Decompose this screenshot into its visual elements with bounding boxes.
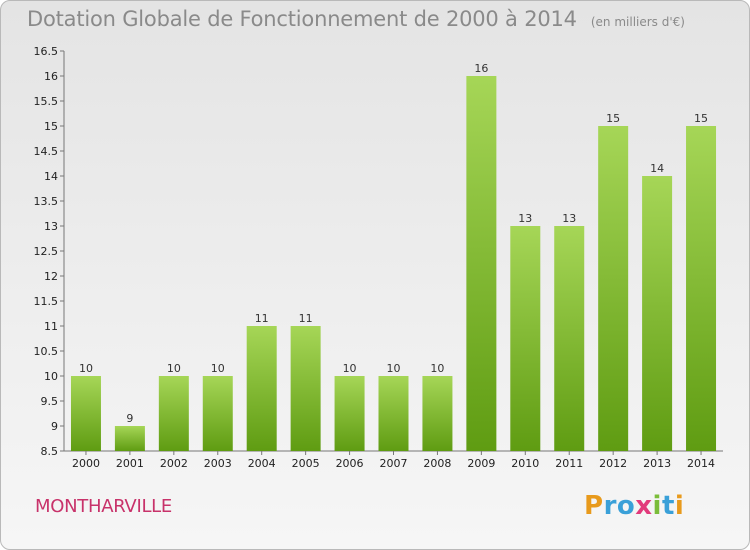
logo-letter: x	[635, 491, 653, 521]
y-tick-label: 16.5	[34, 45, 59, 58]
bar-2014	[686, 126, 717, 451]
bar-value-label: 11	[299, 312, 313, 325]
x-tick-label: 2000	[72, 457, 100, 470]
bar-value-label: 15	[694, 112, 708, 125]
x-tick-label: 2013	[643, 457, 671, 470]
x-tick-label: 2014	[687, 457, 715, 470]
logo-letter: i	[652, 491, 662, 521]
bar-2013	[642, 176, 673, 451]
y-tick-label: 10.5	[34, 345, 59, 358]
bar-2007	[378, 376, 409, 451]
bar-value-label: 10	[167, 362, 181, 375]
bar-value-label: 11	[255, 312, 269, 325]
bar-value-label: 14	[650, 162, 664, 175]
logo-letter: i	[674, 491, 685, 521]
x-tick-label: 2010	[511, 457, 539, 470]
x-tick-label: 2004	[248, 457, 276, 470]
y-tick-label: 13	[44, 220, 58, 233]
bar-2012	[598, 126, 629, 451]
bar-value-label: 13	[562, 212, 576, 225]
bar-value-label: 15	[606, 112, 620, 125]
y-tick-label: 14.5	[34, 145, 59, 158]
y-tick-label: 11	[44, 320, 58, 333]
bar-value-label: 10	[211, 362, 225, 375]
bar-2005	[290, 326, 321, 451]
commune-name: MONTHARVILLE	[35, 496, 172, 517]
x-tick-label: 2008	[423, 457, 451, 470]
y-tick-label: 9.5	[41, 395, 59, 408]
y-tick-label: 12	[44, 270, 58, 283]
x-tick-label: 2005	[292, 457, 320, 470]
logo-letter: t	[661, 491, 675, 521]
y-tick-label: 11.5	[34, 295, 59, 308]
x-tick-label: 2007	[380, 457, 408, 470]
bar-value-label: 9	[126, 412, 133, 425]
bar-value-label: 10	[343, 362, 357, 375]
x-tick-label: 2009	[467, 457, 495, 470]
bar-value-label: 10	[387, 362, 401, 375]
bar-2003	[202, 376, 233, 451]
bar-value-label: 10	[430, 362, 444, 375]
logo-letter: r	[603, 491, 617, 521]
bar-2009	[466, 76, 497, 451]
x-tick-label: 2002	[160, 457, 188, 470]
logo-letter: o	[616, 491, 636, 521]
bar-value-label: 16	[474, 62, 488, 75]
y-tick-label: 13.5	[34, 195, 59, 208]
bar-2006	[334, 376, 365, 451]
bar-2001	[114, 426, 145, 451]
x-tick-label: 2001	[116, 457, 144, 470]
proxiti-logo: Proxiti	[584, 491, 684, 521]
bar-2008	[422, 376, 453, 451]
x-tick-label: 2003	[204, 457, 232, 470]
logo-letter: P	[584, 491, 604, 521]
y-tick-label: 8.5	[41, 445, 59, 458]
bar-value-label: 13	[518, 212, 532, 225]
y-tick-label: 9	[51, 420, 58, 433]
y-tick-label: 12.5	[34, 245, 59, 258]
bar-2000	[70, 376, 101, 451]
y-tick-label: 15.5	[34, 95, 59, 108]
y-tick-label: 15	[44, 120, 58, 133]
x-tick-label: 2011	[555, 457, 583, 470]
bar-2011	[554, 226, 585, 451]
bar-2004	[246, 326, 277, 451]
y-tick-label: 16	[44, 70, 58, 83]
chart-title: Dotation Globale de Fonctionnement de 20…	[27, 7, 685, 31]
chart-unit: (en milliers d'€)	[590, 15, 685, 29]
x-tick-label: 2006	[336, 457, 364, 470]
x-tick-label: 2012	[599, 457, 627, 470]
y-tick-label: 10	[44, 370, 58, 383]
y-tick-label: 14	[44, 170, 58, 183]
bar-value-label: 10	[79, 362, 93, 375]
bar-2002	[158, 376, 189, 451]
bar-2010	[510, 226, 541, 451]
